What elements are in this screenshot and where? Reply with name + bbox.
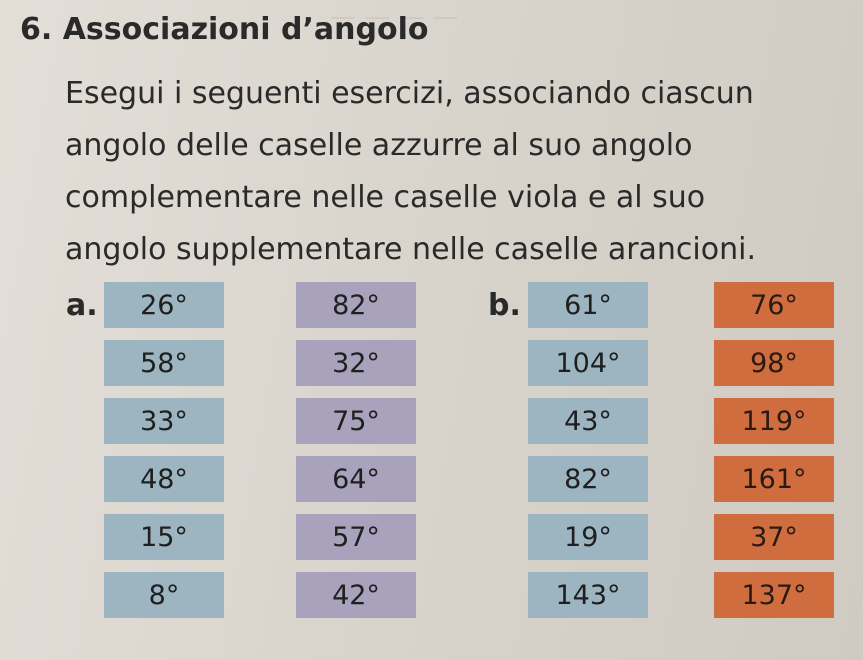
blue-angle-cell: 61° [528,282,648,328]
orange-angle-cell: 98° [714,340,834,386]
exercise-instructions: Esegui i seguenti esercizi, associando c… [65,68,855,276]
instruction-line: Esegui i seguenti esercizi, associando c… [65,76,754,111]
blue-angle-cell: 82° [528,456,648,502]
blue-angle-cell: 48° [104,456,224,502]
blue-angle-cell: 43° [528,398,648,444]
orange-angle-cell: 161° [714,456,834,502]
show-through-text: — — — — [330,2,459,32]
violet-angle-cell: 32° [296,340,416,386]
part-a-label: a. [66,288,98,323]
violet-angle-cell: 82° [296,282,416,328]
blue-angle-cell: 26° [104,282,224,328]
blue-angle-cell: 104° [528,340,648,386]
blue-angle-cell: 15° [104,514,224,560]
part-b-label: b. [488,288,521,323]
orange-angle-cell: 76° [714,282,834,328]
orange-angle-cell: 137° [714,572,834,618]
instruction-line: angolo delle caselle azzurre al suo ango… [65,128,693,163]
orange-angle-cell: 37° [714,514,834,560]
violet-angle-cell: 42° [296,572,416,618]
exercise-title: 6. Associazioni d’angolo [20,12,429,47]
violet-angle-cell: 75° [296,398,416,444]
instruction-line: complementare nelle caselle viola e al s… [65,180,706,215]
blue-angle-cell: 33° [104,398,224,444]
blue-angle-cell: 19° [528,514,648,560]
blue-angle-cell: 58° [104,340,224,386]
blue-angle-cell: 143° [528,572,648,618]
orange-angle-cell: 119° [714,398,834,444]
instruction-line: angolo supplementare nelle caselle aranc… [65,232,756,267]
blue-angle-cell: 8° [104,572,224,618]
violet-angle-cell: 64° [296,456,416,502]
violet-angle-cell: 57° [296,514,416,560]
